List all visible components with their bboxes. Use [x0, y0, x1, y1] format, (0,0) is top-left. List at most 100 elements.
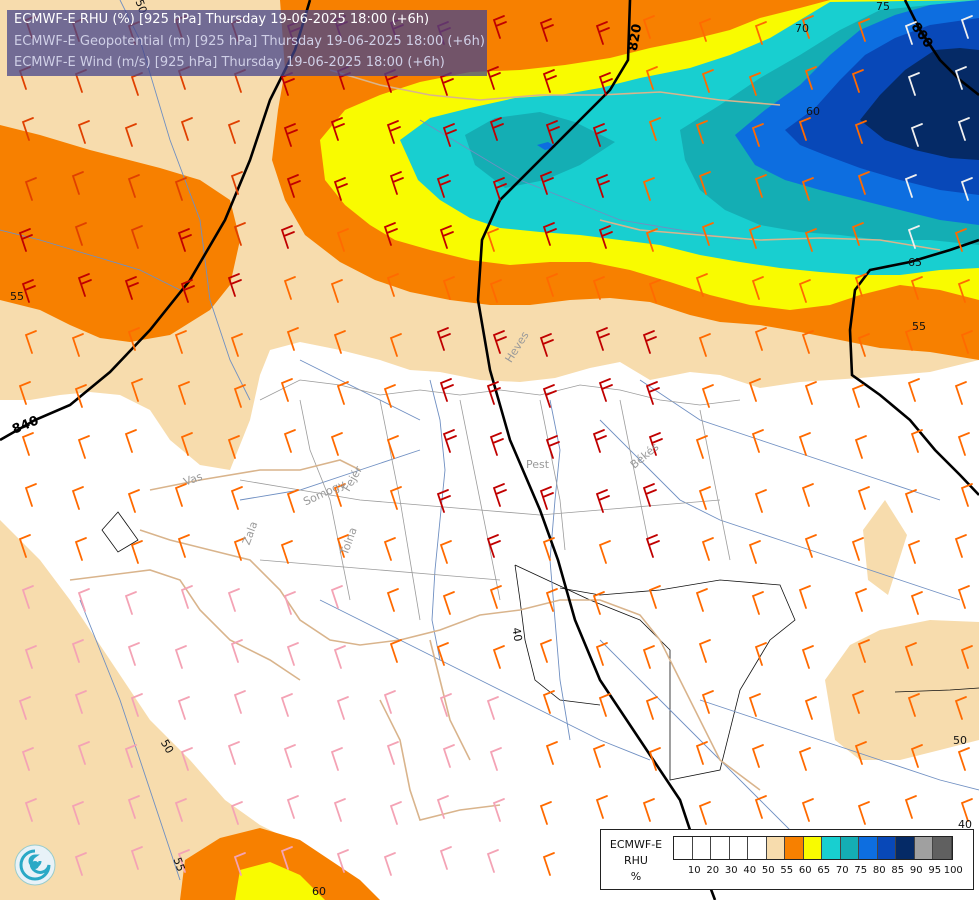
- wind-barb-icon: [854, 741, 867, 765]
- wind-barb-icon: [910, 276, 923, 300]
- rhu-label-70: 70: [795, 22, 809, 35]
- wind-barb-icon: [130, 693, 143, 717]
- wind-barb-icon: [330, 279, 343, 303]
- wind-barb-icon: [907, 540, 920, 564]
- legend-swatch: [785, 837, 804, 859]
- wind-barb-icon: [910, 591, 923, 615]
- wind-barb-icon: [854, 588, 867, 612]
- rhu-legend: ECMWF-E RHU % 10 20 30 40 50 55 60 65 70 75 80 85 90…: [600, 829, 974, 890]
- legend-tick: 50: [761, 865, 775, 876]
- wind-barb-icon: [804, 696, 817, 720]
- wind-barb-icon: [386, 120, 401, 144]
- wind-barb-icon: [18, 228, 33, 252]
- wind-barb-icon: [18, 381, 31, 405]
- legend-tick: 100: [943, 865, 963, 876]
- wind-barb-icon: [127, 327, 140, 351]
- wind-barb-icon: [854, 120, 867, 144]
- wind-barb-icon: [957, 117, 970, 141]
- wind-barb-icon: [486, 381, 501, 405]
- wind-barb-icon: [286, 489, 299, 513]
- wind-barb-icon: [910, 744, 923, 768]
- wind-barb-icon: [539, 18, 554, 42]
- wind-barb-icon: [336, 849, 349, 873]
- legend-swatch: [822, 837, 841, 859]
- wind-barb-icon: [954, 228, 967, 252]
- rhu-90-area: [860, 48, 979, 160]
- wind-barb-icon: [642, 15, 655, 39]
- wind-barb-icon: [283, 429, 296, 453]
- wind-barb-icon: [857, 486, 870, 510]
- wind-barb-icon: [545, 120, 560, 144]
- wind-barb-icon: [648, 585, 661, 609]
- wind-barb-icon: [957, 279, 970, 303]
- legend-tick: 55: [780, 865, 794, 876]
- admin-borders: [239, 379, 741, 621]
- wind-barb-icon: [542, 384, 557, 408]
- wind-barb-icon: [489, 585, 502, 609]
- wind-barb-icon: [227, 588, 240, 612]
- wind-barb-icon: [383, 852, 396, 876]
- wind-barb-icon: [645, 534, 660, 558]
- wind-barb-icon: [489, 279, 502, 303]
- legend-tick: 95: [928, 865, 942, 876]
- wind-barb-icon: [957, 432, 970, 456]
- wind-barb-icon: [442, 276, 455, 300]
- wind-barb-icon: [851, 690, 864, 714]
- wind-barb-icon: [227, 273, 242, 297]
- wind-barb-icon: [851, 69, 864, 93]
- wind-barb-icon: [695, 588, 708, 612]
- title-geopotential: ECMWF-E Geopotential (m) [925 hPa] Thurs…: [14, 34, 485, 49]
- wind-barb-icon: [174, 330, 187, 354]
- wind-barb-icon: [230, 639, 243, 663]
- wind-barb-icon: [77, 741, 90, 765]
- wind-barb-icon: [124, 276, 139, 300]
- wind-barb-icon: [698, 486, 711, 510]
- wind-barb-icon: [333, 177, 348, 201]
- wind-barb-icon: [798, 747, 811, 771]
- wind-barb-icon: [592, 429, 607, 453]
- wind-barb-icon: [904, 642, 917, 666]
- wind-barb-icon: [954, 381, 967, 405]
- wind-barb-icon: [754, 642, 767, 666]
- wind-barb-icon: [648, 432, 663, 456]
- legend-swatch: [729, 837, 748, 859]
- wind-barb-icon: [542, 852, 555, 876]
- wind-barb-icon: [386, 741, 399, 765]
- wind-barb-icon: [960, 177, 973, 201]
- wind-barb-icon: [383, 222, 398, 246]
- wind-barb-icon: [233, 852, 246, 876]
- wind-barb-icon: [542, 69, 557, 93]
- wind-barb-icon: [230, 171, 243, 195]
- wind-barb-icon: [545, 435, 560, 459]
- wind-barb-icon: [130, 846, 143, 870]
- legend-tick: 30: [724, 865, 738, 876]
- wind-barb-icon: [439, 378, 454, 402]
- wind-barb-icon: [177, 696, 190, 720]
- wind-barb-icon: [904, 174, 917, 198]
- wind-barb-icon: [695, 435, 708, 459]
- legend-swatch: [766, 837, 785, 859]
- wind-barb-icon: [233, 690, 246, 714]
- wind-barb-icon: [904, 795, 917, 819]
- wind-barb-icon: [801, 15, 814, 39]
- legend-tick: 85: [891, 865, 905, 876]
- wind-barb-icon: [283, 591, 296, 615]
- wind-barb-icon: [907, 225, 920, 249]
- wind-barb-icon: [330, 585, 343, 609]
- wind-barb-icon: [230, 486, 243, 510]
- wind-barb-icon: [801, 330, 814, 354]
- wind-barb-icon: [539, 486, 554, 510]
- wind-barb-icon: [127, 642, 140, 666]
- wind-barb-icon: [801, 798, 814, 822]
- legend-tick: 10: [687, 865, 701, 876]
- wind-barb-icon: [539, 801, 552, 825]
- wind-barb-icon: [854, 273, 867, 297]
- wind-barb-icon: [904, 327, 917, 351]
- wind-barb-icon: [233, 222, 246, 246]
- legend-variable: RHU: [624, 854, 648, 867]
- title-wind: ECMWF-E Wind (m/s) [925 hPa] Thursday 19…: [14, 55, 445, 70]
- wind-barb-icon: [492, 15, 507, 39]
- wind-barb-icon: [642, 645, 655, 669]
- legend-swatch: [877, 837, 896, 859]
